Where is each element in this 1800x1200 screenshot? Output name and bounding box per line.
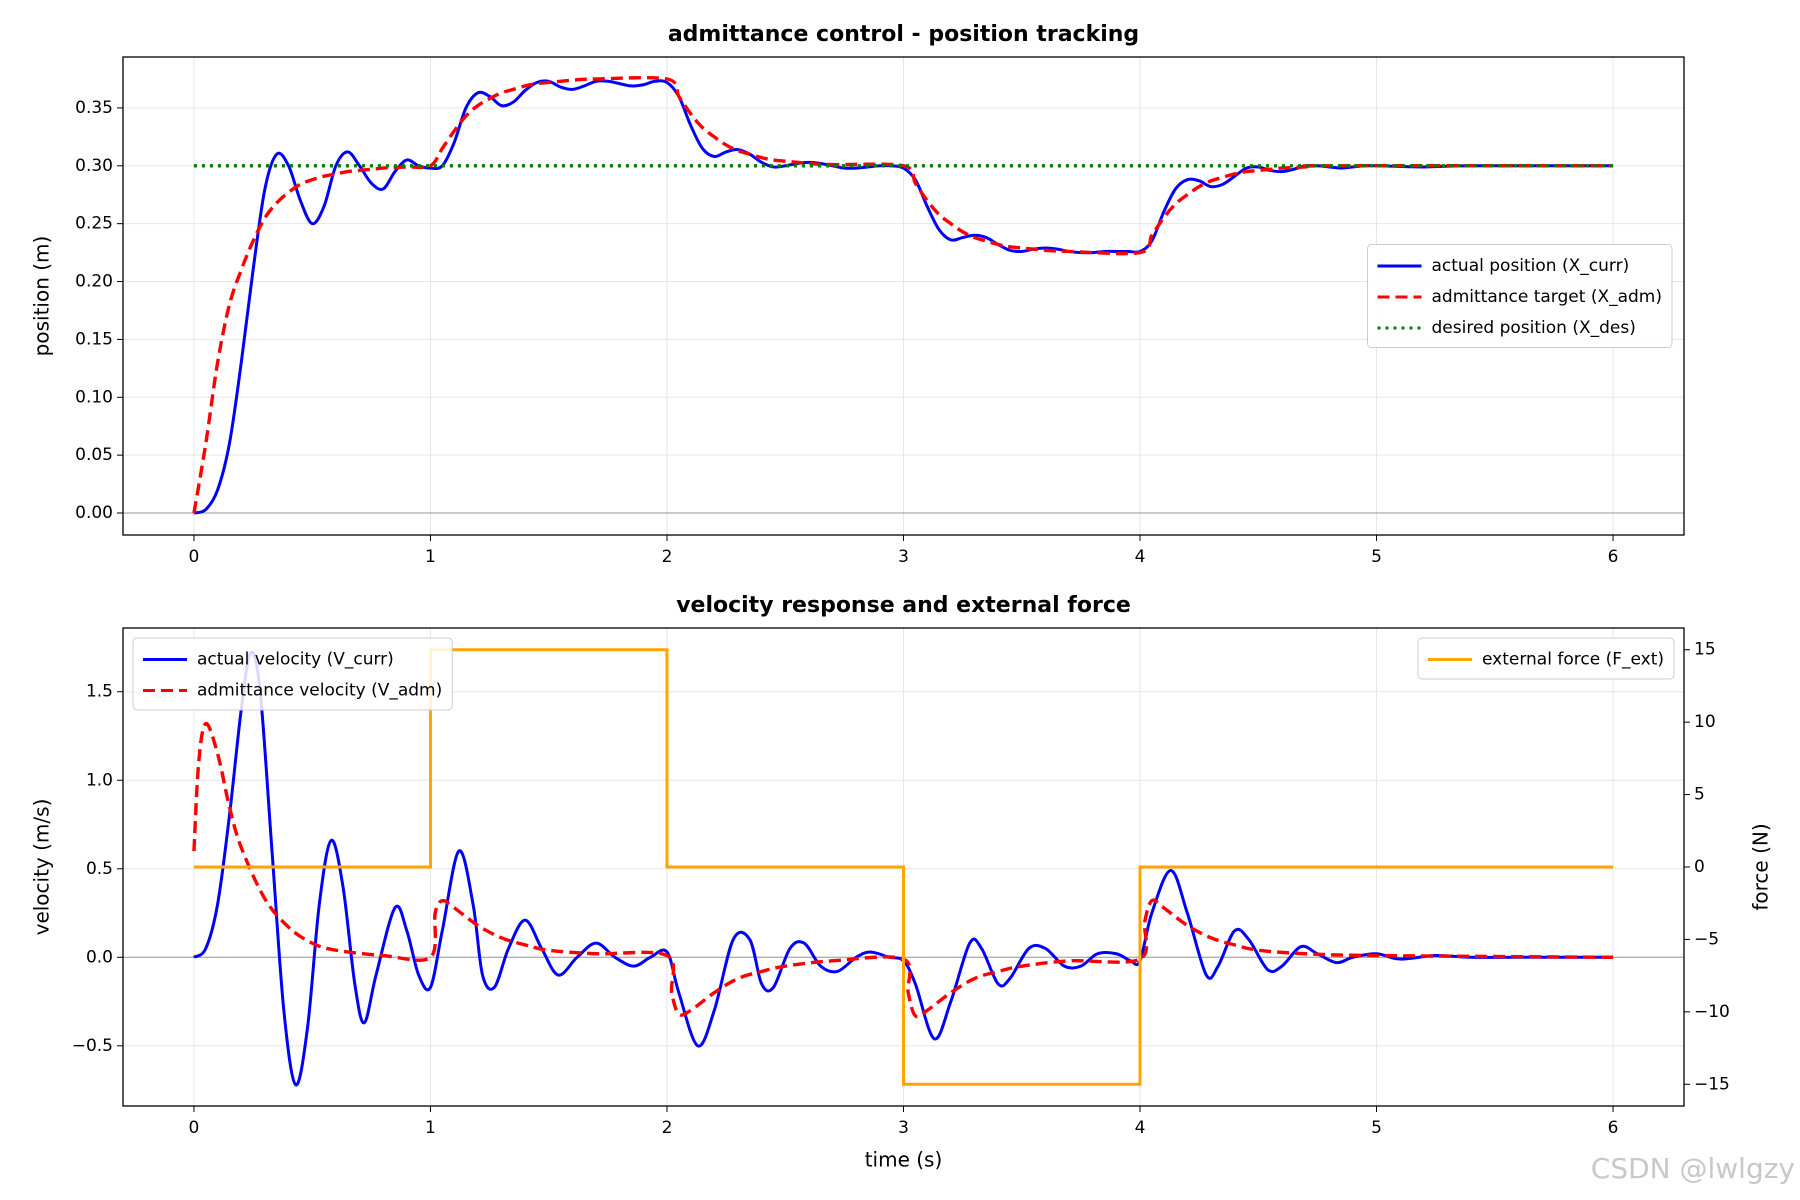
y-tick-label: 0.05 xyxy=(75,445,113,465)
x-tick-label: 3 xyxy=(898,1118,909,1138)
y-tick-label: 0.20 xyxy=(75,272,113,292)
legend-label: external force (F_ext) xyxy=(1482,650,1664,670)
legend-label: admittance velocity (V_adm) xyxy=(197,681,442,701)
series-line xyxy=(193,648,1614,1086)
legend: actual velocity (V_curr) admittance veloc… xyxy=(132,637,453,711)
legend-box xyxy=(132,637,453,711)
y-tick-label: 0.30 xyxy=(75,156,113,176)
series-line xyxy=(192,75,1614,514)
watermark: CSDN @lwlgzy xyxy=(1591,1152,1795,1185)
y-tick-label: 1.0 xyxy=(86,770,113,790)
x-tick-label: 2 xyxy=(662,547,673,567)
x-tick-label: 4 xyxy=(1135,1118,1146,1138)
x-tick-label: 2 xyxy=(662,1118,673,1138)
legend-box xyxy=(1417,637,1675,680)
y2-tick-label: −15 xyxy=(1694,1074,1730,1094)
y-tick-label: −0.5 xyxy=(72,1036,113,1056)
y-tick-label: 0.0 xyxy=(86,947,113,967)
x-tick-label: 4 xyxy=(1135,547,1146,567)
legend: actual position (X_curr) admittance targe… xyxy=(1367,244,1673,348)
x-tick-label: 5 xyxy=(1371,1118,1382,1138)
y-tick-label: 0.25 xyxy=(75,214,113,234)
legend-label: admittance target (X_adm) xyxy=(1432,287,1663,307)
series-line xyxy=(193,650,1614,1087)
x-tick-label: 5 xyxy=(1371,547,1382,567)
x-tick-label: 0 xyxy=(189,1118,200,1138)
axes-frame xyxy=(122,56,1685,536)
chart-title: admittance control - position tracking xyxy=(668,22,1139,47)
y-tick-label: 0.35 xyxy=(75,98,113,118)
axes-frame xyxy=(122,627,1685,1107)
x-tick-label: 0 xyxy=(189,547,200,567)
series-line xyxy=(192,721,1614,1019)
y-tick-label: 0.10 xyxy=(75,387,113,407)
x-tick-label: 1 xyxy=(425,547,436,567)
y-axis-label: velocity (m/s) xyxy=(30,799,54,936)
x-tick-label: 6 xyxy=(1608,1118,1619,1138)
x-axis-label: time (s) xyxy=(865,1148,943,1172)
chart-title: velocity response and external force xyxy=(676,593,1131,618)
legend-box xyxy=(1367,244,1673,348)
x-tick-label: 6 xyxy=(1608,547,1619,567)
legend-label: desired position (X_des) xyxy=(1432,318,1636,338)
x-tick-label: 1 xyxy=(425,1118,436,1138)
y2-tick-label: 5 xyxy=(1694,785,1705,805)
y2-tick-label: 0 xyxy=(1694,857,1705,877)
y-axis-label: position (m) xyxy=(30,236,54,357)
y2-tick-label: −5 xyxy=(1694,929,1719,949)
legend: external force (F_ext) xyxy=(1417,637,1675,680)
y2-tick-label: 15 xyxy=(1694,640,1716,660)
y-tick-label: 0.00 xyxy=(75,503,113,523)
legend-label: actual position (X_curr) xyxy=(1432,256,1630,276)
y-tick-label: 1.5 xyxy=(86,682,113,702)
y2-tick-label: −10 xyxy=(1694,1002,1730,1022)
y-tick-label: 0.5 xyxy=(86,859,113,879)
y2-axis-label: force (N) xyxy=(1749,823,1773,910)
legend-label: actual velocity (V_curr) xyxy=(197,650,394,670)
y-tick-label: 0.15 xyxy=(75,329,113,349)
x-tick-label: 3 xyxy=(898,547,909,567)
y2-tick-label: 10 xyxy=(1694,712,1716,732)
